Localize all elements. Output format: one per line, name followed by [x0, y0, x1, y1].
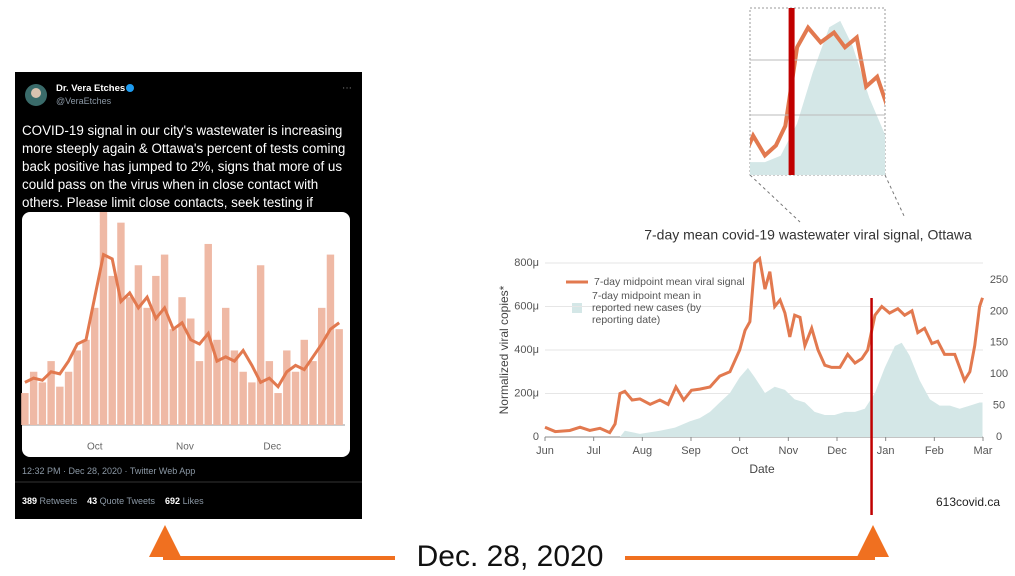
bar [309, 361, 316, 425]
stats: 389 Retweets 43 Quote Tweets 692 Likes [22, 496, 204, 506]
x-axis-title: Date [749, 462, 775, 476]
like-count[interactable]: 692 [165, 496, 180, 506]
x-tick-label: Jan [877, 445, 895, 457]
bar [108, 276, 115, 425]
x-tick-label: Mar [974, 445, 993, 457]
bar [152, 276, 159, 425]
bar [39, 382, 46, 425]
bar [196, 361, 203, 425]
inset-connector [750, 175, 800, 222]
tweet-text: COVID-19 signal in our city's wastewater… [22, 122, 357, 230]
x-tick-label: Dec [263, 442, 281, 453]
bar [126, 297, 133, 425]
y-axis-title: Normalized viral copies* [497, 285, 511, 414]
bar [170, 329, 177, 425]
timestamp: 12:32 PM · Dec 28, 2020 · Twitter Web Ap… [22, 466, 195, 476]
bar [74, 350, 81, 425]
bar [248, 382, 255, 425]
x-tick-label: Oct [87, 442, 103, 453]
arrow [625, 541, 873, 558]
bar [301, 340, 308, 425]
y2-tick-label: 150 [990, 337, 1008, 349]
bar [318, 308, 325, 425]
y-tick-label: 0 [533, 431, 539, 443]
bar [292, 372, 299, 425]
arrow [165, 541, 395, 558]
bar [143, 308, 150, 425]
bar [91, 308, 98, 425]
source: 613covid.ca [936, 495, 1000, 509]
x-tick-label: Nov [176, 442, 194, 453]
bar [257, 265, 264, 425]
legend-label: 7-day midpoint mean in reported new case… [592, 290, 710, 326]
bar [56, 387, 63, 425]
author-handle[interactable]: @VeraEtches [56, 96, 111, 106]
y2-tick-label: 100 [990, 368, 1008, 380]
x-tick-label: Nov [779, 445, 799, 457]
more-menu[interactable]: ··· [342, 83, 352, 94]
area [545, 343, 983, 437]
quote-label[interactable]: Quote Tweets [100, 496, 155, 506]
inset-connector [885, 175, 905, 218]
avatar-face [31, 88, 41, 98]
bar [178, 297, 185, 425]
x-tick-label: Sep [681, 445, 701, 457]
page: ··· 7-day mean covid-19 wastewater viral… [0, 0, 1015, 576]
chart: ··· 7-day mean covid-19 wastewater viral… [0, 0, 1015, 576]
bar [327, 255, 334, 425]
y2-tick-label: 200 [990, 305, 1008, 317]
x-tick-label: Aug [633, 445, 653, 457]
bar [135, 265, 142, 425]
bar [161, 255, 168, 425]
bar [21, 393, 28, 425]
legend-swatch [572, 303, 582, 313]
y2-tick-label: 250 [990, 274, 1008, 286]
y-tick-label: 600μ [514, 300, 539, 312]
retweet-count[interactable]: 389 [22, 496, 37, 506]
bar [82, 340, 89, 425]
bar [117, 223, 124, 425]
author-name[interactable]: Dr. Vera Etches [56, 83, 125, 94]
x-tick-label: Feb [925, 445, 944, 457]
x-tick-label: Jul [587, 445, 601, 457]
y-tick-label: 400μ [514, 344, 539, 356]
y-tick-label: 200μ [514, 387, 539, 399]
legend-label: 7-day midpoint mean viral signal [594, 276, 745, 288]
y2-tick-label: 0 [996, 431, 1002, 443]
bar [283, 350, 290, 425]
retweet-label[interactable]: Retweets [40, 496, 78, 506]
bar [65, 372, 72, 425]
bar [335, 329, 342, 425]
bar [274, 393, 281, 425]
verified-badge [126, 84, 134, 92]
y2-tick-label: 50 [993, 400, 1005, 412]
bar [100, 212, 107, 425]
bar [222, 308, 229, 425]
x-tick-label: Jun [536, 445, 554, 457]
quote-count[interactable]: 43 [87, 496, 97, 506]
y-tick-label: 800μ [514, 257, 539, 269]
x-tick-label: Dec [827, 445, 847, 457]
like-label[interactable]: Likes [183, 496, 204, 506]
chart-title: 7-day mean covid-19 wastewater viral sig… [644, 227, 972, 243]
bar [239, 372, 246, 425]
date-annotation: Dec. 28, 2020 [417, 540, 604, 573]
x-tick-label: Oct [731, 445, 748, 457]
bar [266, 361, 273, 425]
